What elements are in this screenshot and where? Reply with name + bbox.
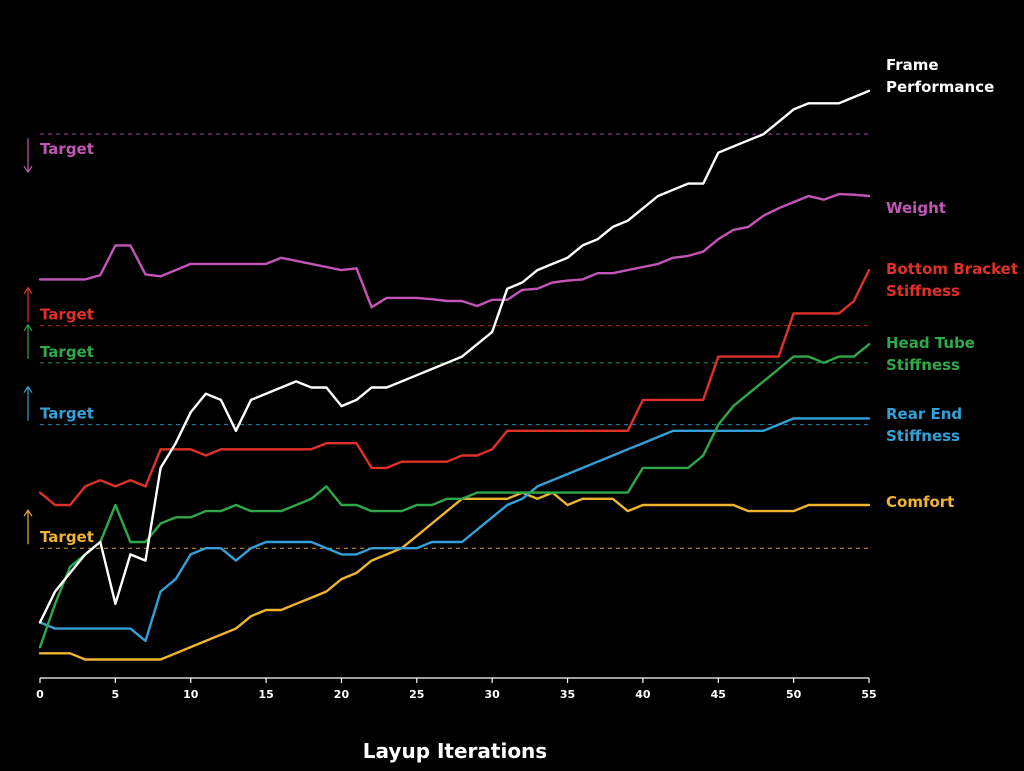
target-label: Target	[40, 528, 94, 546]
series-label: Bottom Bracket Stiffness	[886, 260, 1018, 300]
series-lines	[38, 89, 871, 661]
target-arrow-head	[23, 509, 33, 517]
series-label: Rear End Stiffness	[886, 405, 962, 445]
series-label: Weight	[886, 199, 946, 217]
x-axis: 0 5 10 15 20 25 30 35 40 45 50 55	[36, 677, 877, 701]
x-tick-label: 15	[258, 688, 273, 701]
target-arrow-head	[23, 385, 33, 393]
series-line-rear-end-stiffness	[38, 417, 871, 643]
target-label: Target	[40, 306, 94, 324]
series-label: Frame Performance	[886, 56, 994, 96]
target-arrow-head	[23, 286, 33, 295]
x-tick-label: 50	[786, 688, 802, 701]
target-label: Target	[40, 140, 94, 158]
target-arrow-head	[23, 165, 33, 174]
target-arrow-head	[23, 323, 33, 332]
x-tick-label: 35	[560, 688, 575, 701]
x-tick-label: 25	[409, 688, 424, 701]
series-line-bottom-bracket-stiffness	[38, 268, 871, 507]
series-line-frame-performance	[38, 89, 871, 624]
x-tick-label: 30	[485, 688, 501, 701]
series-label: Comfort	[886, 493, 954, 511]
series-line-weight	[38, 192, 871, 309]
x-tick-label: 20	[334, 688, 350, 701]
target-label: Target	[40, 343, 94, 361]
x-tick-label: 40	[635, 688, 651, 701]
target-lines: Target Target Target Target Target	[23, 133, 869, 549]
x-tick-label: 10	[183, 688, 199, 701]
series-line-comfort	[38, 491, 871, 661]
series-labels: Frame Performance Weight Bottom Bracket Stif…	[886, 56, 1018, 511]
x-tick-label: 0	[36, 688, 44, 701]
series-label: Head Tube Stiffness	[886, 334, 975, 374]
series-line-head-tube-stiffness	[38, 343, 871, 649]
x-tick-label: 45	[711, 688, 726, 701]
x-axis-title: Layup Iterations	[363, 739, 547, 763]
x-tick-label: 55	[861, 688, 876, 701]
target-label: Target	[40, 405, 94, 423]
x-tick-label: 5	[112, 688, 120, 701]
